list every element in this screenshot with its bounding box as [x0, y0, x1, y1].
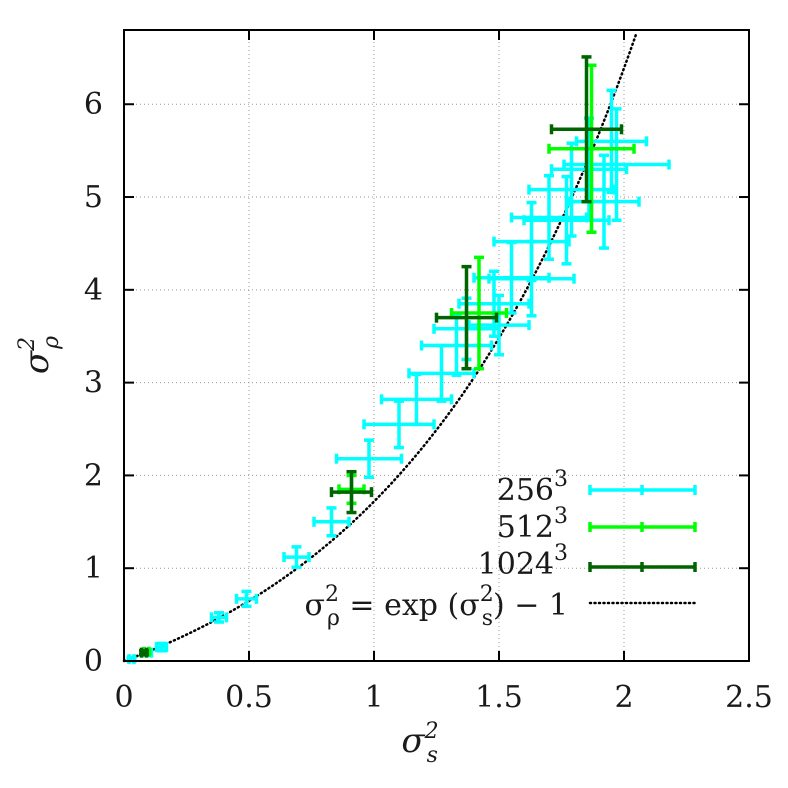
y-tick-label-3: 3	[84, 366, 103, 401]
data-point	[282, 545, 311, 570]
legend: 2563 5123 10243 σ2 ρ = exp (σ2 s) − 1	[304, 467, 697, 631]
data-point	[234, 589, 259, 609]
x-tick-label-0: 0	[114, 680, 133, 715]
x-tick-label-3: 1.5	[475, 680, 523, 715]
plot-frame	[123, 29, 750, 662]
legend-label-512: 5123	[497, 504, 568, 545]
legend-label-model: σ2 ρ = exp (σ2 s) − 1	[304, 582, 568, 631]
data-point	[126, 654, 137, 665]
data-series-layer	[126, 55, 671, 665]
x-tick-label-2: 1	[364, 680, 383, 715]
legend-swatches	[588, 485, 697, 605]
y-tick-label-1: 1	[84, 551, 103, 586]
data-point	[334, 438, 404, 480]
data-point	[492, 200, 571, 283]
legend-swatch-0	[588, 485, 697, 495]
data-point	[434, 264, 499, 371]
series-2	[139, 55, 624, 658]
axis-ticks	[123, 30, 750, 662]
x-tick-label-4: 2	[614, 680, 633, 715]
data-point	[547, 63, 636, 235]
y-tick-label-0: 0	[84, 644, 103, 679]
model-curve	[122, 31, 638, 663]
data-point	[329, 469, 374, 515]
data-point	[154, 641, 169, 653]
legend-swatch-2	[588, 562, 697, 572]
legend-label-256: 2563	[497, 467, 568, 508]
legend-label-1024: 10243	[478, 541, 568, 582]
data-point	[209, 610, 229, 624]
y-tick-label-6: 6	[84, 87, 103, 122]
data-point	[549, 55, 624, 204]
tick-labels: 0 0.5 1 1.5 2 2.5 0 1 2 3 4 5 6	[84, 87, 773, 715]
x-axis-label: σ2 s	[401, 719, 438, 768]
y-tick-label-4: 4	[84, 273, 103, 308]
data-point	[362, 399, 436, 450]
data-point	[139, 647, 149, 658]
y-axis-label: σ2ρ	[15, 336, 64, 374]
data-point	[567, 153, 641, 250]
data-point	[562, 107, 671, 222]
data-point	[312, 506, 351, 538]
x-tick-label-1: 0.5	[225, 680, 273, 715]
data-point	[457, 269, 531, 338]
legend-swatch-1	[588, 522, 697, 532]
y-tick-label-2: 2	[84, 458, 103, 493]
model-curve-layer	[122, 31, 638, 663]
y-tick-label-5: 5	[84, 180, 103, 215]
x-tick-label-5: 2.5	[725, 680, 773, 715]
